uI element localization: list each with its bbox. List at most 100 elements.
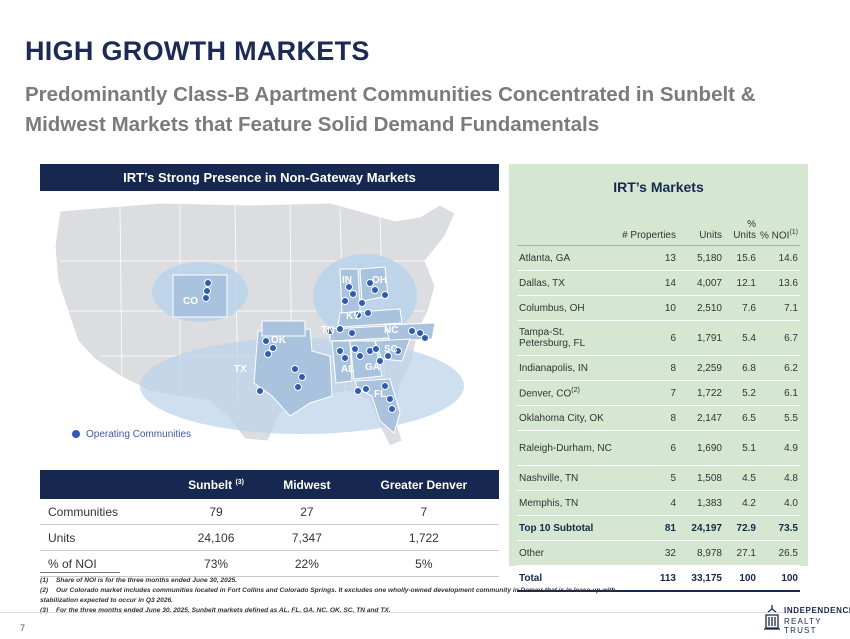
pct-units-cell: 15.6 <box>724 245 758 271</box>
state-label: NC <box>384 325 398 336</box>
state-label: TN <box>321 325 334 336</box>
markets-title: IRT’s Markets <box>613 179 704 195</box>
table-cell: 7,347 <box>265 524 349 551</box>
region-col-sunbelt: Sunbelt (3) <box>167 470 266 499</box>
table-cell: 5% <box>348 550 499 577</box>
table-cell: 27 <box>265 499 349 525</box>
market-name: Total <box>517 565 618 592</box>
properties-cell: 6 <box>618 430 678 466</box>
footnote-rule <box>40 572 120 573</box>
page-subtitle: Predominantly Class-B Apartment Communit… <box>25 83 756 136</box>
state-label: KY <box>346 311 360 322</box>
pct-noi-cell: 26.5 <box>758 540 800 566</box>
col-pct-units: % Units <box>724 209 758 246</box>
row-label: Communities <box>40 499 167 525</box>
pct-noi-cell: 7.1 <box>758 295 800 321</box>
state-label: FL <box>374 389 386 400</box>
footnote: (3) For the three months ended June 30, 2… <box>40 607 391 614</box>
table-cell: 24,106 <box>167 524 266 551</box>
table-row: Top 10 Subtotal 81 24,197 72.9 73.5 <box>517 515 800 541</box>
table-cell: 22% <box>265 550 349 577</box>
col-pct-noi: % NOI(1) <box>758 209 800 246</box>
region-col-blank <box>40 470 167 499</box>
market-name: Top 10 Subtotal <box>517 515 618 541</box>
properties-cell: 8 <box>618 355 678 381</box>
footnote: (1) Share of NOI is for the three months … <box>40 577 238 584</box>
legend-dot-icon <box>72 430 80 439</box>
market-name: Other <box>517 540 618 566</box>
pct-noi-cell: 6.1 <box>758 380 800 406</box>
pct-units-cell: 5.2 <box>724 380 758 406</box>
state-label: CO <box>183 296 198 307</box>
pct-units-cell: 6.5 <box>724 405 758 431</box>
properties-cell: 7 <box>618 380 678 406</box>
units-cell: 2,510 <box>678 295 724 321</box>
pct-units-cell: 4.5 <box>724 465 758 491</box>
pct-noi-cell: 14.6 <box>758 245 800 271</box>
col-market <box>517 209 618 246</box>
map-legend: Operating Communities <box>72 429 191 440</box>
units-cell: 1,508 <box>678 465 724 491</box>
map-heading: IRT’s Strong Presence in Non-Gateway Mar… <box>40 164 499 191</box>
logo-line1: INDEPENDENCE <box>784 606 850 615</box>
table-cell: 79 <box>167 499 266 525</box>
pct-units-cell: 72.9 <box>724 515 758 541</box>
row-label: Units <box>40 524 167 551</box>
table-row: Other 32 8,978 27.1 26.5 <box>517 540 800 566</box>
units-cell: 1,722 <box>678 380 724 406</box>
state-label: IN <box>342 275 352 286</box>
properties-cell: 14 <box>618 270 678 296</box>
us-map: CO IN OH KY TN NC OK SC TX AL GA FL <box>40 191 499 451</box>
state-label: GA <box>365 362 380 373</box>
table-row: Units 24,106 7,347 1,722 <box>40 524 499 551</box>
table-row: Tampa-St. Petersburg, FL 6 1,791 5.4 6.7 <box>517 320 800 356</box>
state-label: OK <box>271 335 287 346</box>
units-cell: 5,180 <box>678 245 724 271</box>
state-labels: CO IN OH KY TN NC OK SC TX AL GA FL <box>183 275 398 400</box>
markets-panel: IRT’s Markets # Properties Units % Units… <box>509 164 808 592</box>
pct-units-cell: 5.1 <box>724 430 758 466</box>
table-row: Memphis, TN 4 1,383 4.2 4.0 <box>517 490 800 516</box>
region-table-header: Sunbelt (3) Midwest Greater Denver <box>40 470 499 499</box>
state-label: OH <box>372 275 387 286</box>
properties-cell: 4 <box>618 490 678 516</box>
pct-noi-cell: 6.2 <box>758 355 800 381</box>
properties-cell: 8 <box>618 405 678 431</box>
pct-units-cell: 12.1 <box>724 270 758 296</box>
pct-units-cell: 6.8 <box>724 355 758 381</box>
pct-units-cell: 5.4 <box>724 320 758 356</box>
community-dots <box>202 279 429 413</box>
market-name: Indianapolis, IN <box>517 355 618 381</box>
footer-rule <box>0 612 850 613</box>
state-label: TX <box>234 364 247 375</box>
table-row: Atlanta, GA 13 5,180 15.6 14.6 <box>517 245 800 271</box>
table-cell: 1,722 <box>348 524 499 551</box>
logo-line2: REALTY TRUST <box>784 617 822 635</box>
pct-units-cell: 4.2 <box>724 490 758 516</box>
properties-cell: 113 <box>618 565 678 592</box>
table-row: Dallas, TX 14 4,007 12.1 13.6 <box>517 270 800 296</box>
state-label: AL <box>341 364 354 375</box>
table-row: Indianapolis, IN 8 2,259 6.8 6.2 <box>517 355 800 381</box>
page-title: HIGH GROWTH MARKETS <box>25 36 370 66</box>
market-name: Columbus, OH <box>517 295 618 321</box>
legend-label: Operating Communities <box>86 429 192 440</box>
state-label: SC <box>384 344 398 355</box>
units-cell: 1,383 <box>678 490 724 516</box>
pct-units-cell: 7.6 <box>724 295 758 321</box>
units-cell: 2,147 <box>678 405 724 431</box>
market-name: Atlanta, GA <box>517 245 618 271</box>
units-cell: 1,791 <box>678 320 724 356</box>
table-row: Denver, CO(2) 7 1,722 5.2 6.1 <box>517 380 800 406</box>
table-row: Communities 79 27 7 <box>40 499 499 525</box>
footnote: (2) Our Colorado market includes communit… <box>40 587 616 604</box>
units-cell: 24,197 <box>678 515 724 541</box>
table-row: Columbus, OH 10 2,510 7.6 7.1 <box>517 295 800 321</box>
units-cell: 8,978 <box>678 540 724 566</box>
region-col-midwest: Midwest <box>265 470 349 499</box>
market-name: Tampa-St. Petersburg, FL <box>517 320 618 356</box>
pct-noi-cell: 4.8 <box>758 465 800 491</box>
pct-noi-cell: 5.5 <box>758 405 800 431</box>
properties-cell: 81 <box>618 515 678 541</box>
table-row: Raleigh-Durham, NC 6 1,690 5.1 4.9 <box>517 430 800 466</box>
